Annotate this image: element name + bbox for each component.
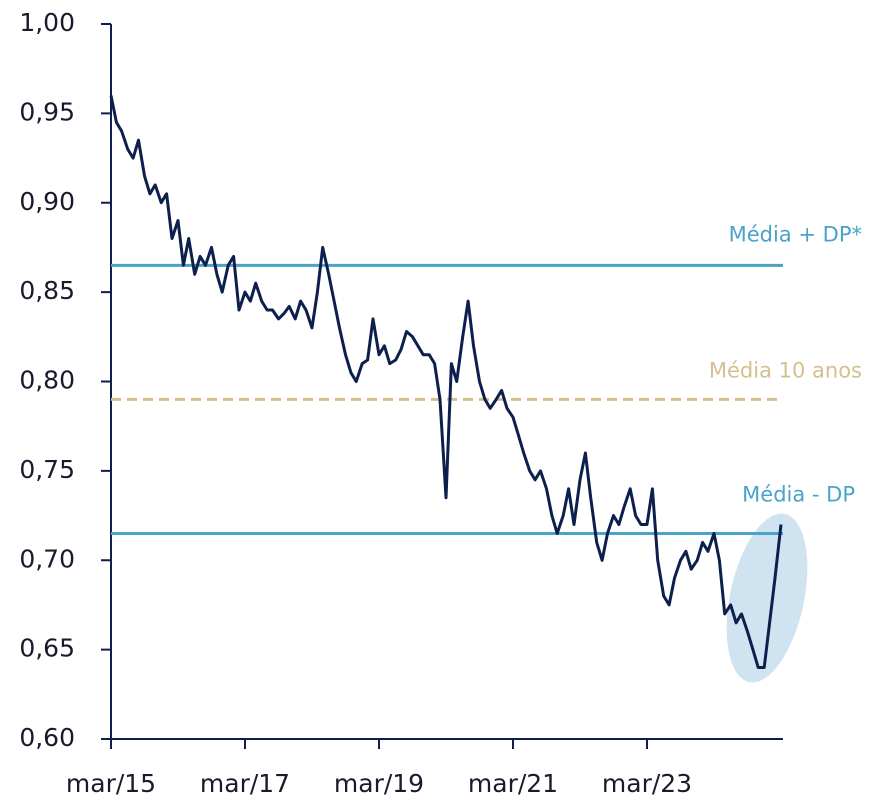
y-tick-label: 0,95 bbox=[19, 97, 75, 126]
y-tick-label: 0,65 bbox=[19, 634, 75, 663]
reference-label: Média - DP bbox=[742, 482, 855, 506]
reference-label: Média 10 anos bbox=[709, 358, 862, 382]
x-tick-label: mar/21 bbox=[468, 769, 558, 798]
y-tick-label: 0,75 bbox=[19, 455, 75, 484]
y-tick-label: 0,60 bbox=[19, 723, 75, 752]
x-tick-label: mar/17 bbox=[200, 769, 290, 798]
y-tick-label: 0,90 bbox=[19, 187, 75, 216]
highlight bbox=[726, 513, 808, 683]
y-tick-label: 1,00 bbox=[19, 8, 75, 37]
reference-label: Média + DP* bbox=[729, 222, 862, 246]
y-tick-label: 0,80 bbox=[19, 366, 75, 395]
data-line bbox=[109, 95, 783, 669]
x-tick-label: mar/15 bbox=[66, 769, 156, 798]
x-tick-label: mar/19 bbox=[334, 769, 424, 798]
x-tick-label: mar/23 bbox=[602, 769, 692, 798]
y-tick-label: 0,85 bbox=[19, 276, 75, 305]
y-tick-label: 0,70 bbox=[19, 544, 75, 573]
